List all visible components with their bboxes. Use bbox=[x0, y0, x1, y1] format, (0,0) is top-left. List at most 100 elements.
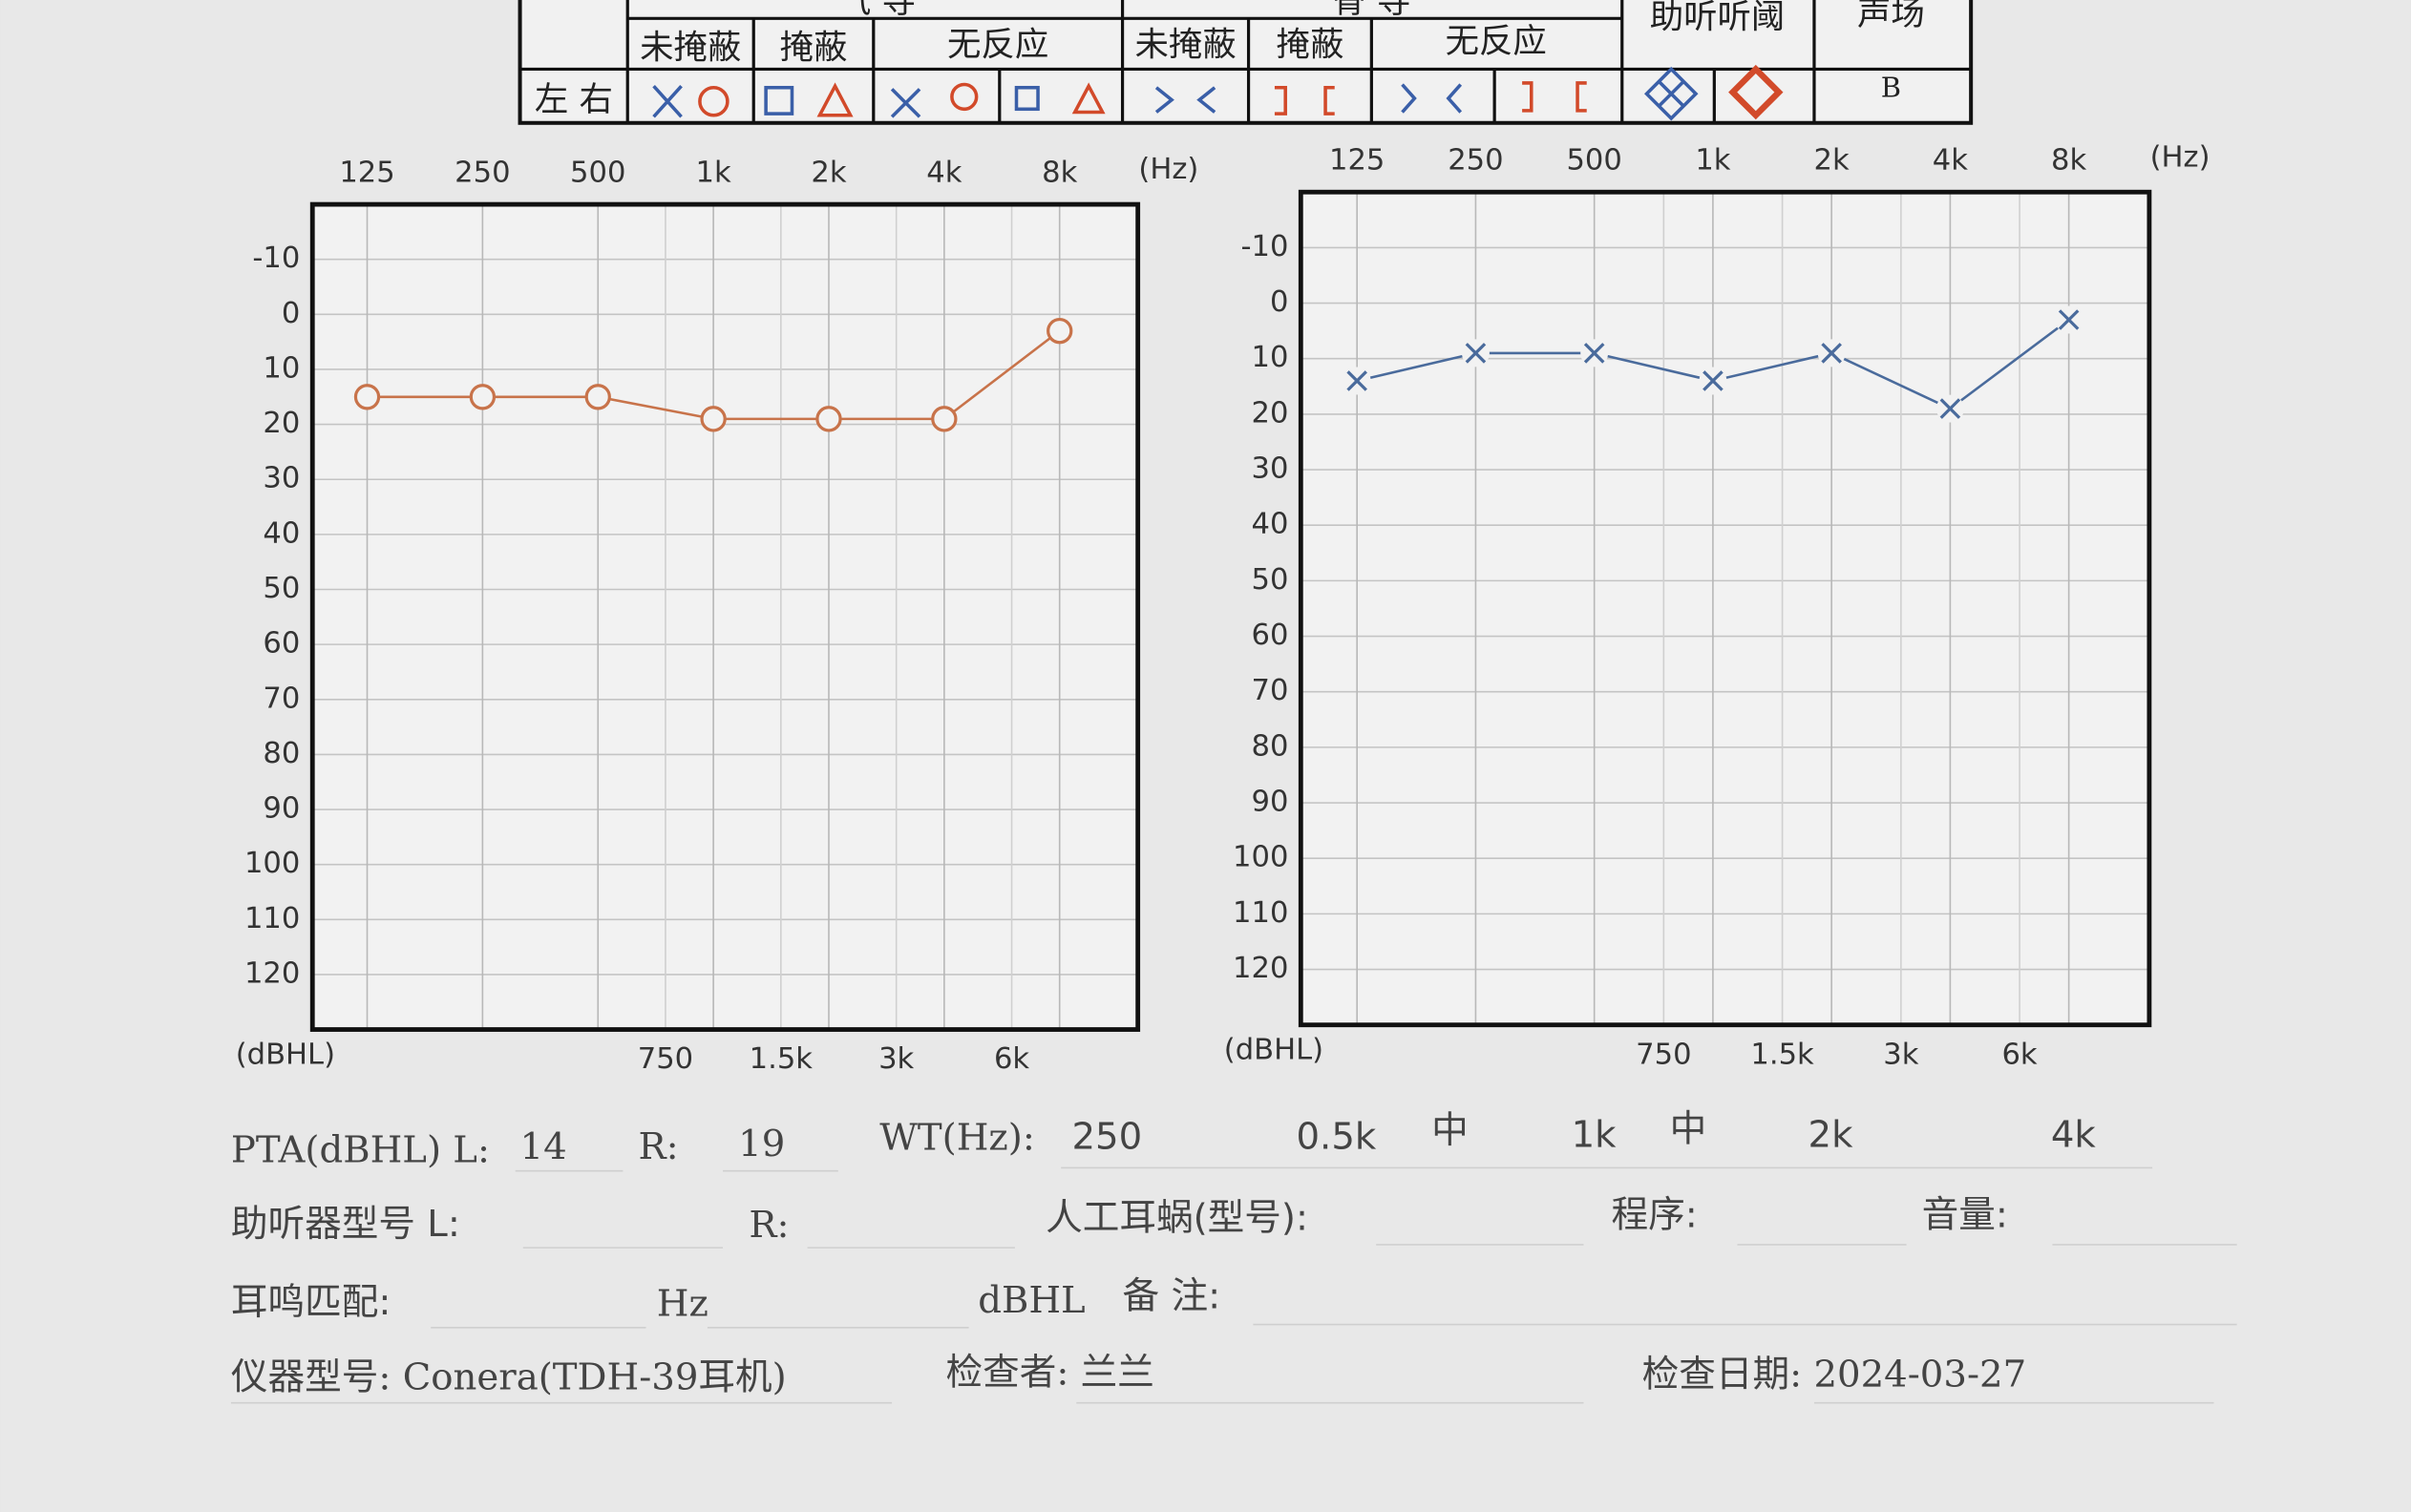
y-tick-label: 80 bbox=[263, 737, 300, 770]
wt-freq: 0.5k bbox=[1296, 1115, 1376, 1158]
y-tick-label: -10 bbox=[252, 242, 300, 275]
y-unit: (dBHL) bbox=[236, 1038, 335, 1071]
volume-label: 音量: bbox=[1922, 1193, 2008, 1236]
marker bbox=[469, 384, 497, 410]
y-tick-label: 90 bbox=[263, 792, 300, 826]
device: 仪器型号: Conera(TDH-39耳机) bbox=[231, 1356, 787, 1399]
bone-conduction: 骨 导 bbox=[1332, 0, 1410, 21]
x-tick-label: 8k bbox=[1042, 156, 1077, 189]
y-tick-label: 110 bbox=[1233, 896, 1288, 930]
y-tick-label: 0 bbox=[282, 297, 300, 330]
table-lines bbox=[519, 0, 1972, 123]
tinnitus-hz: Hz bbox=[657, 1282, 708, 1325]
y-tick-label: 70 bbox=[263, 682, 300, 715]
marker bbox=[1939, 398, 1961, 419]
pta-r-label: R: bbox=[639, 1125, 679, 1168]
x-tick-label: 4k bbox=[1933, 144, 1968, 178]
x-tick-label: 3k bbox=[1883, 1038, 1918, 1071]
marker bbox=[931, 406, 958, 432]
y-tick-label: 50 bbox=[263, 572, 300, 605]
x-unit: (Hz) bbox=[1138, 153, 1198, 186]
y-tick-label: 60 bbox=[263, 627, 300, 661]
marker bbox=[1465, 343, 1487, 364]
wt-freq: 1k bbox=[1572, 1114, 1618, 1157]
x-tick-label: 1k bbox=[696, 156, 731, 189]
x-unit: (Hz) bbox=[2150, 140, 2210, 174]
symbols bbox=[652, 64, 1784, 121]
x-tick-label: 750 bbox=[638, 1042, 693, 1076]
wt-label: WT(Hz): bbox=[879, 1116, 1035, 1159]
y-tick-label: 10 bbox=[263, 351, 300, 385]
plot-frame bbox=[1298, 189, 2152, 1028]
x-tick-label: 6k bbox=[994, 1042, 1029, 1076]
y-tick-label: 50 bbox=[1252, 563, 1289, 597]
aided-threshold: 助听听阈 bbox=[1650, 0, 1786, 36]
y-tick-label: 80 bbox=[1252, 729, 1289, 763]
col-label: 未掩蔽 bbox=[640, 29, 741, 68]
plot-area bbox=[1301, 192, 2149, 1025]
y-tick-label: 120 bbox=[244, 956, 300, 990]
sound-field: 声场 bbox=[1857, 0, 1925, 33]
wt-freq: 2k bbox=[1808, 1114, 1854, 1157]
x-tick-label: 2k bbox=[811, 156, 846, 189]
col-label: 无反应 bbox=[947, 25, 1048, 64]
y-tick-label: 90 bbox=[1252, 786, 1289, 819]
y-tick-label: 60 bbox=[1252, 619, 1289, 652]
marker bbox=[1047, 317, 1073, 345]
table-frame bbox=[518, 0, 1974, 125]
y-tick-label: 100 bbox=[244, 847, 300, 880]
program-label: 程序: bbox=[1611, 1193, 1697, 1236]
marker bbox=[2058, 309, 2080, 330]
chart: -10 0 10 20 30 40 50 60 70 80 90 100 110 120 125 250 500… bbox=[236, 153, 1199, 1076]
pta-left: 14 bbox=[520, 1125, 567, 1168]
x-tick-label: 750 bbox=[1636, 1038, 1691, 1071]
marker bbox=[584, 384, 611, 410]
col-label: 掩蔽 bbox=[1277, 25, 1344, 64]
y-tick-label: 20 bbox=[263, 407, 300, 440]
marker bbox=[700, 406, 727, 432]
x-tick-label: 250 bbox=[455, 156, 510, 189]
hearing-aid-label: 助听器型号 L: bbox=[231, 1203, 460, 1246]
marker bbox=[815, 406, 842, 432]
x-tick-label: 6k bbox=[2001, 1038, 2037, 1071]
examiner: 检查者: 兰兰 bbox=[945, 1352, 1153, 1395]
col-label: 掩蔽 bbox=[780, 29, 848, 68]
tinnitus-dbhl: dBHL bbox=[978, 1279, 1085, 1322]
x-tick-label: 125 bbox=[1329, 144, 1385, 178]
hearing-aid-r-label: R: bbox=[749, 1204, 789, 1247]
x-tick-label: 1k bbox=[1695, 144, 1730, 178]
x-tick-label: 1.5k bbox=[1750, 1038, 1814, 1071]
x-tick-label: 500 bbox=[1566, 144, 1621, 178]
marker bbox=[1583, 343, 1605, 364]
chart: -10 0 10 20 30 40 50 60 70 80 90 100 110 120 125 250 500… bbox=[1224, 140, 2210, 1071]
y-tick-label: 100 bbox=[1233, 841, 1288, 874]
y-tick-label: 30 bbox=[1252, 452, 1289, 486]
x-tick-label: 250 bbox=[1448, 144, 1503, 178]
symbol-table: 气 导 骨 导 助听听阈 声场 未掩蔽 掩蔽 无反应 未掩蔽 掩蔽 无反应 左 … bbox=[518, 0, 1974, 125]
col-label: 无反应 bbox=[1446, 22, 1547, 61]
y-tick-label: 110 bbox=[244, 902, 300, 935]
y-tick-label: 30 bbox=[263, 462, 300, 495]
pta-right: 19 bbox=[738, 1123, 785, 1166]
x-tick-label: 125 bbox=[339, 156, 394, 189]
col-label: 未掩蔽 bbox=[1134, 25, 1236, 64]
y-tick-label: 0 bbox=[1270, 285, 1288, 319]
plot-area bbox=[312, 204, 1138, 1030]
marker bbox=[1703, 370, 1724, 391]
marker bbox=[1346, 370, 1367, 391]
air-conduction: 气 导 bbox=[837, 0, 916, 21]
wt-freq: 4k bbox=[2051, 1114, 2097, 1157]
y-unit: (dBHL) bbox=[1224, 1034, 1323, 1067]
wt-result: 中 bbox=[1431, 1109, 1469, 1152]
wt-freq: 250 bbox=[1071, 1115, 1142, 1158]
y-tick-label: 40 bbox=[263, 516, 300, 550]
x-tick-label: 1.5k bbox=[750, 1042, 814, 1076]
plot-frame bbox=[309, 201, 1141, 1032]
cochlear-label: 人工耳蜗(型号): bbox=[1046, 1197, 1308, 1240]
x-tick-label: 500 bbox=[570, 156, 625, 189]
y-tick-label: -10 bbox=[1240, 230, 1288, 263]
marker bbox=[353, 384, 381, 410]
x-tick-label: 2k bbox=[1814, 144, 1850, 178]
